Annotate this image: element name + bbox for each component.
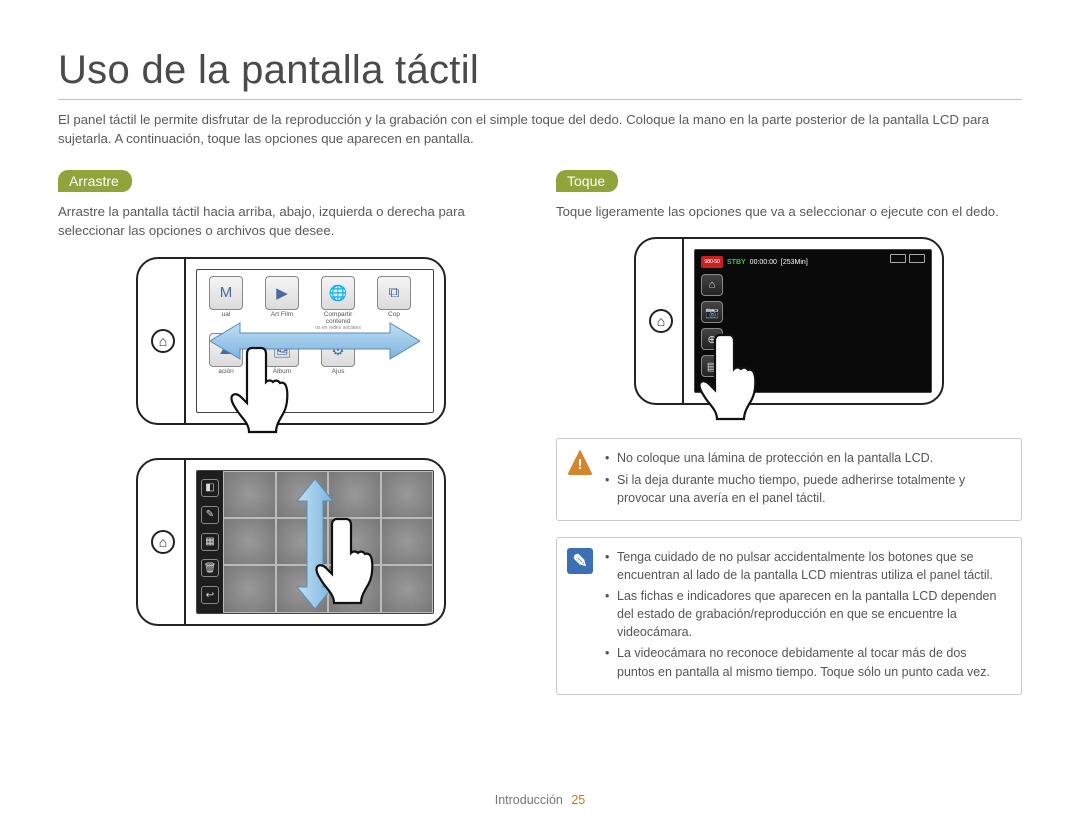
note-icon: ✎ (567, 548, 593, 574)
home-icon: ⌂ (151, 530, 175, 554)
mode-button-icon: ▤ (701, 355, 723, 377)
warning-icon: ! (567, 449, 593, 475)
mode-button-icon: 📷 (701, 301, 723, 323)
note-item: La videocámara no reconoce debidamente a… (605, 644, 1007, 680)
note-box: ✎ Tenga cuidado de no pulsar accidentalm… (556, 537, 1022, 695)
menu-item: 🖼Álbum (257, 333, 307, 375)
menu-item: ▶Art Film (257, 276, 307, 331)
home-icon: ⌂ (649, 309, 673, 333)
drag-desc: Arrastre la pantalla táctil hacia arriba… (58, 202, 524, 240)
tap-heading: Toque (556, 170, 618, 192)
footer-section: Introducción (495, 793, 563, 807)
thumb-side-icon: ▦ (201, 533, 219, 551)
intro-text: El panel táctil le permite disfrutar de … (58, 110, 1022, 148)
tap-column: Toque Toque ligeramente las opciones que… (556, 170, 1022, 710)
rec-time: 00:00:00 (750, 259, 777, 266)
home-icon: ⌂ (151, 329, 175, 353)
menu-item: ⚙Ajus (313, 333, 363, 375)
warning-item: Si la deja durante mucho tiempo, puede a… (605, 471, 1007, 507)
page-footer: Introducción 25 (0, 793, 1080, 807)
drag-column: Arrastre Arrastre la pantalla táctil hac… (58, 170, 524, 710)
stby-label: STBY (727, 259, 746, 266)
thumb-side-icon: ↩ (201, 586, 219, 604)
thumb-side-icon: 🗑 (201, 559, 219, 577)
device-drag-vertical: ⌂ ◧ ✎ ▦ 🗑 ↩ (136, 458, 446, 626)
resolution-badge: 980·50 (701, 256, 723, 268)
tap-desc: Toque ligeramente las opciones que va a … (556, 202, 1022, 221)
mode-button-icon: ⊕ (701, 328, 723, 350)
device-drag-horizontal: ⌂ Mual▶Art Film🌐Compartir contenidos en … (136, 257, 446, 425)
status-icons (890, 254, 925, 263)
rec-remain: [253Min] (781, 259, 808, 266)
menu-item: ⧉Cop (369, 276, 419, 331)
page-title: Uso de la pantalla táctil (58, 48, 1022, 93)
menu-item: 🌐Compartir contenidos en redes sociales (313, 276, 363, 331)
menu-item: Mual (201, 276, 251, 331)
warning-box: ! No coloque una lámina de protección en… (556, 438, 1022, 520)
arrow-vertical-icon (295, 479, 335, 605)
warning-item: No coloque una lámina de protección en l… (605, 449, 1007, 467)
title-rule (58, 99, 1022, 100)
menu-item: ⛰ación (201, 333, 251, 375)
note-item: Tenga cuidado de no pulsar accidentalmen… (605, 548, 1007, 584)
thumb-side-icon: ✎ (201, 506, 219, 524)
device-tap: ⌂ 980·50 STBY 00:00:00 [253Min] ⌂ 📷 ⊕ ▤ (634, 237, 944, 405)
mode-button-icon: ⌂ (701, 274, 723, 296)
footer-page-number: 25 (571, 793, 585, 807)
thumb-side-icon: ◧ (201, 479, 219, 497)
drag-heading: Arrastre (58, 170, 132, 192)
note-item: Las fichas e indicadores que aparecen en… (605, 587, 1007, 641)
